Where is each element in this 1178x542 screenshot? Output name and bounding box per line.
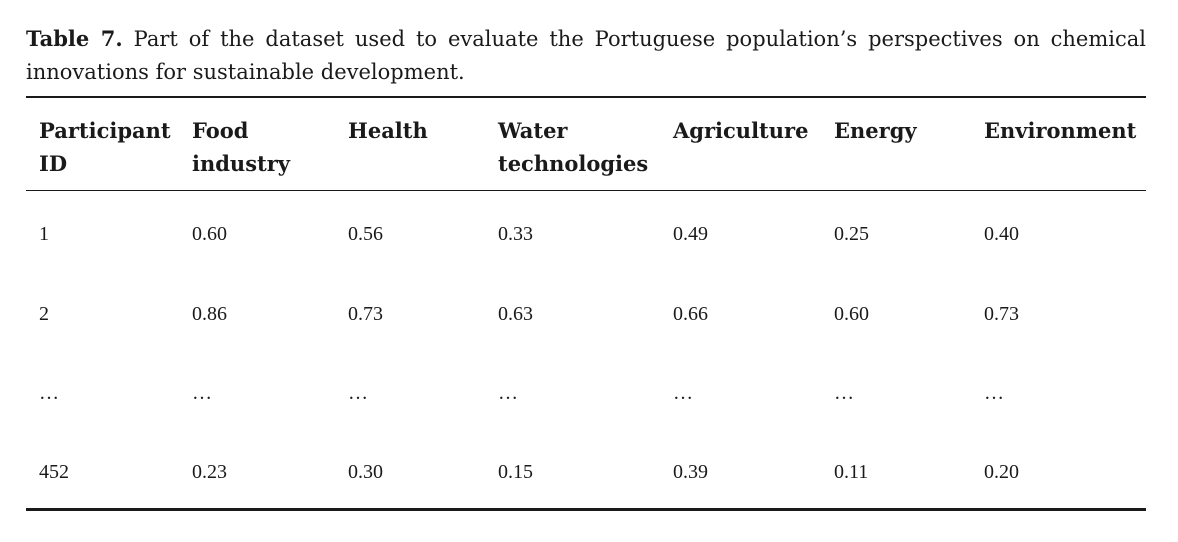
caption-text: Part of the dataset used to evaluate the… [26, 27, 1146, 84]
header-participant-id-line2: ID [39, 151, 68, 176]
table-cell: 0.49 [673, 223, 708, 245]
table-cell: 0.39 [673, 461, 708, 483]
header-agriculture-line1: Agriculture [673, 118, 809, 143]
header-participant-id: Participant ID [39, 114, 171, 180]
table-top-rule [26, 96, 1146, 98]
table-cell: … [498, 382, 518, 404]
table-cell: 0.23 [192, 461, 227, 483]
table-cell: 0.25 [834, 223, 869, 245]
header-environment-line1: Environment [984, 118, 1137, 143]
header-water-technologies-line2: technologies [498, 151, 649, 176]
table-cell: … [348, 382, 368, 404]
table-cell: 0.63 [498, 303, 533, 325]
header-participant-id-line1: Participant [39, 118, 171, 143]
table-cell: … [984, 382, 1004, 404]
header-water-technologies-line1: Water [498, 118, 568, 143]
header-water-technologies: Water technologies [498, 114, 648, 180]
table-cell: 0.33 [498, 223, 533, 245]
header-environment: Environment [984, 114, 1136, 147]
table-cell: 0.73 [348, 303, 383, 325]
table-cell: 452 [39, 461, 69, 483]
table-cell: … [673, 382, 693, 404]
table-cell: 0.60 [834, 303, 869, 325]
header-health: Health [348, 114, 428, 147]
table-cell: 0.30 [348, 461, 383, 483]
table-cell: 0.40 [984, 223, 1019, 245]
table-header-rule [26, 190, 1146, 191]
header-energy-line1: Energy [834, 118, 917, 143]
table-cell: 0.60 [192, 223, 227, 245]
table-cell: 0.66 [673, 303, 708, 325]
table-caption: Table 7. Part of the dataset used to eva… [26, 22, 1146, 89]
table-cell: 0.20 [984, 461, 1019, 483]
header-agriculture: Agriculture [673, 114, 808, 147]
table-cell: 0.11 [834, 461, 869, 483]
header-food-industry-line1: Food [192, 118, 249, 143]
table-cell: 0.86 [192, 303, 227, 325]
caption-label: Table 7. [26, 26, 123, 51]
header-food-industry-line2: industry [192, 151, 290, 176]
table-cell: 0.56 [348, 223, 383, 245]
table-cell: 0.15 [498, 461, 533, 483]
header-energy: Energy [834, 114, 917, 147]
header-food-industry: Food industry [192, 114, 290, 180]
table-cell: 0.73 [984, 303, 1019, 325]
header-health-line1: Health [348, 118, 428, 143]
table-cell: … [39, 382, 59, 404]
table-cell: … [834, 382, 854, 404]
table-cell: 2 [39, 303, 49, 325]
table-cell: … [192, 382, 212, 404]
table-cell: 1 [39, 223, 49, 245]
table-bottom-rule [26, 508, 1146, 511]
